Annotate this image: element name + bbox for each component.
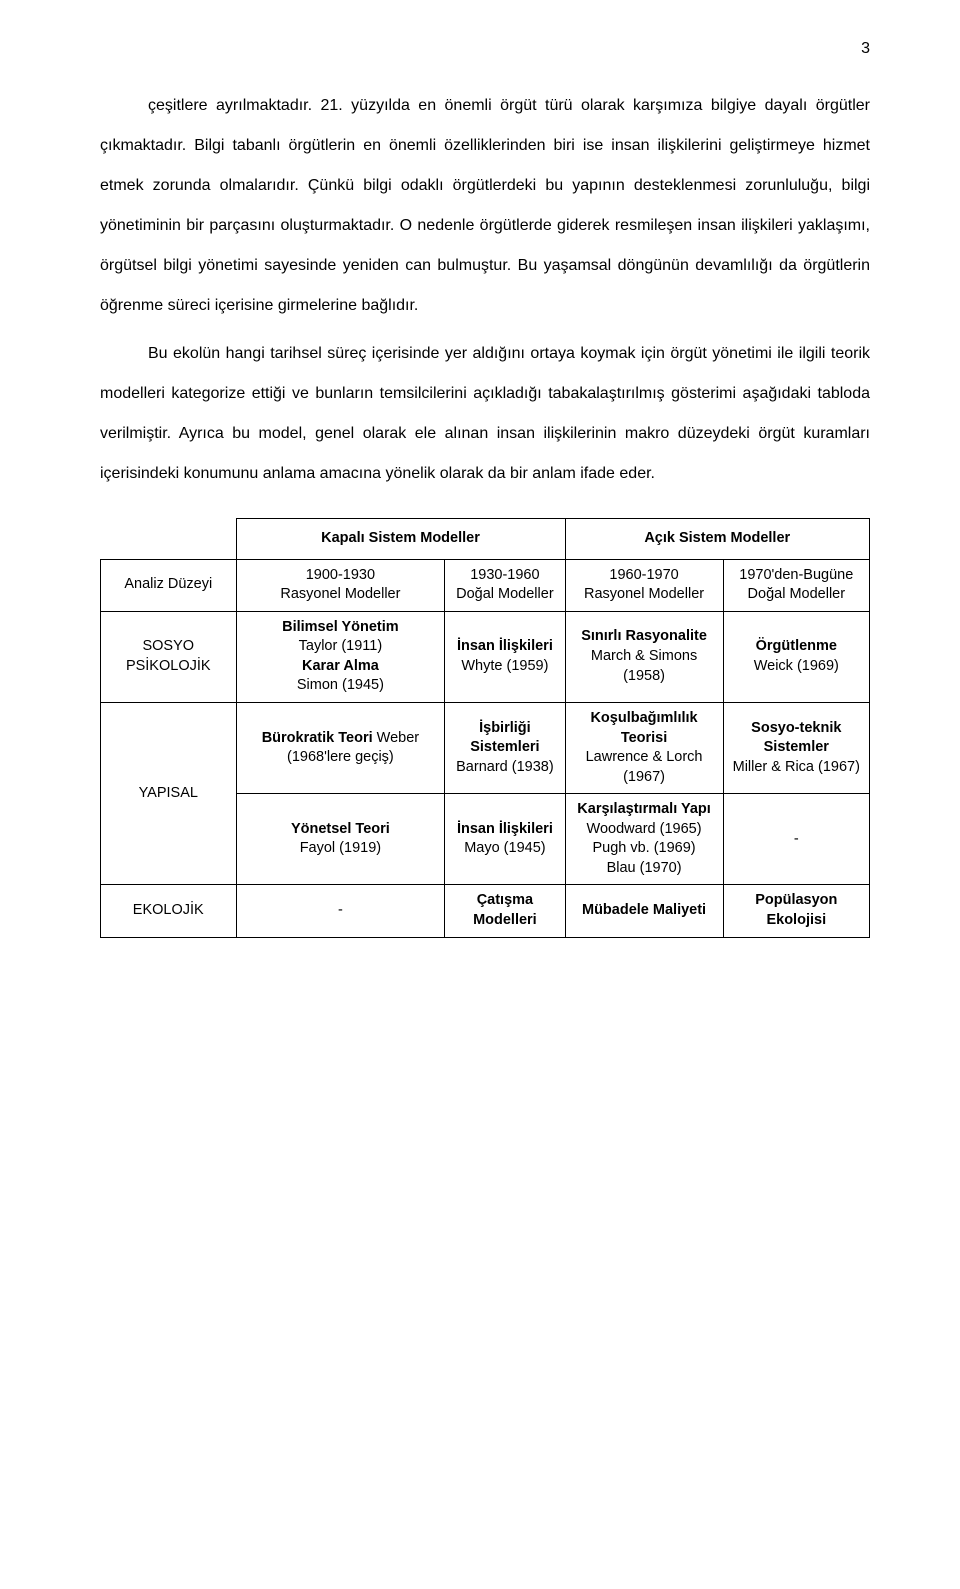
cell-sosyo-c4: Örgütlenme Weick (1969): [723, 611, 869, 702]
page-number: 3: [100, 40, 870, 58]
table-row: EKOLOJİK - Çatışma Modelleri Mübadele Ma…: [101, 885, 870, 937]
cell-text: Sosyo-teknik Sistemler: [751, 720, 841, 756]
models-table: Kapalı Sistem Modeller Açık Sistem Model…: [100, 518, 870, 938]
cell-yapisal-r1-c3: Koşulbağımlılık Teorisi Lawrence & Lorch…: [565, 702, 723, 793]
col-header-2: 1930-1960 Doğal Modeller: [445, 559, 565, 611]
cell-text: Bilimsel Yönetim: [282, 619, 399, 635]
cell-yapisal-r1-c1: Bürokratik Teori Weber (1968'lere geçiş): [236, 702, 445, 793]
cell-yapisal-r2-c1: Yönetsel Teori Fayol (1919): [236, 794, 445, 885]
table-row: YAPISAL Bürokratik Teori Weber (1968'ler…: [101, 702, 870, 793]
group-header-open: Açık Sistem Modeller: [565, 519, 870, 560]
cell-text: Simon (1945): [297, 677, 384, 693]
row-ekolojik-label: EKOLOJİK: [101, 885, 237, 937]
row-sosyo-label: SOSYO PSİKOLOJİK: [101, 611, 237, 702]
cell-ekolojik-c2: Çatışma Modelleri: [445, 885, 565, 937]
col1-period: 1900-1930: [306, 567, 375, 583]
paragraph-1: çeşitlere ayrılmaktadır. 21. yüzyılda en…: [100, 86, 870, 326]
table-row: SOSYO PSİKOLOJİK Bilimsel Yönetim Taylor…: [101, 611, 870, 702]
cell-text: Lawrence & Lorch (1967): [586, 749, 703, 785]
table-column-header-row: Analiz Düzeyi 1900-1930 Rasyonel Modelle…: [101, 559, 870, 611]
group-header-closed: Kapalı Sistem Modeller: [236, 519, 565, 560]
cell-text: Yönetsel Teori: [291, 821, 390, 837]
cell-text: İnsan İlişkileri: [457, 821, 553, 837]
cell-ekolojik-c4: Popülasyon Ekolojisi: [723, 885, 869, 937]
cell-sosyo-c3: Sınırlı Rasyonalite March & Simons (1958…: [565, 611, 723, 702]
cell-sosyo-c1: Bilimsel Yönetim Taylor (1911) Karar Alm…: [236, 611, 445, 702]
table-group-header-row: Kapalı Sistem Modeller Açık Sistem Model…: [101, 519, 870, 560]
col-header-1: 1900-1930 Rasyonel Modeller: [236, 559, 445, 611]
col4-label: Doğal Modeller: [748, 586, 846, 602]
cell-text: Pugh vb. (1969): [592, 840, 695, 856]
cell-text: Woodward (1965): [587, 821, 702, 837]
col-header-4: 1970'den-Bugüne Doğal Modeller: [723, 559, 869, 611]
cell-yapisal-r2-c3: Karşılaştırmalı Yapı Woodward (1965) Pug…: [565, 794, 723, 885]
paragraph-2: Bu ekolün hangi tarihsel süreç içerisind…: [100, 334, 870, 494]
cell-text: Karşılaştırmalı Yapı: [577, 801, 711, 817]
cell-sosyo-c2: İnsan İlişkileri Whyte (1959): [445, 611, 565, 702]
cell-yapisal-r1-c2: İşbirliği Sistemleri Barnard (1938): [445, 702, 565, 793]
analysis-level-label: Analiz Düzeyi: [101, 559, 237, 611]
cell-text: İnsan İlişkileri: [457, 638, 553, 654]
cell-text: Karar Alma: [302, 658, 379, 674]
col4-period: 1970'den-Bugüne: [739, 567, 853, 583]
col2-label: Doğal Modeller: [456, 586, 554, 602]
document-page: 3 çeşitlere ayrılmaktadır. 21. yüzyılda …: [0, 0, 960, 968]
cell-yapisal-r2-c4: -: [723, 794, 869, 885]
cell-text: Örgütlenme: [756, 638, 837, 654]
cell-text: Weick (1969): [754, 658, 839, 674]
cell-text: Taylor (1911): [299, 638, 383, 654]
table-empty-corner: [101, 519, 237, 560]
cell-text: İşbirliği Sistemleri: [470, 720, 539, 756]
cell-text: Mayo (1945): [464, 840, 545, 856]
cell-text: Fayol (1919): [300, 840, 381, 856]
cell-text: Miller & Rica (1967): [733, 759, 860, 775]
cell-yapisal-r2-c2: İnsan İlişkileri Mayo (1945): [445, 794, 565, 885]
body-text: çeşitlere ayrılmaktadır. 21. yüzyılda en…: [100, 86, 870, 494]
col3-period: 1960-1970: [609, 567, 678, 583]
cell-text: Çatışma Modelleri: [473, 892, 537, 928]
cell-text: Barnard (1938): [456, 759, 554, 775]
col-header-3: 1960-1970 Rasyonel Modeller: [565, 559, 723, 611]
cell-text: Koşulbağımlılık Teorisi: [590, 710, 697, 746]
col3-label: Rasyonel Modeller: [584, 586, 704, 602]
cell-ekolojik-c1: -: [236, 885, 445, 937]
cell-text: Blau (1970): [607, 860, 682, 876]
cell-text: Bürokratik Teori: [262, 730, 373, 746]
cell-text: Mübadele Maliyeti: [582, 902, 706, 918]
cell-text: March & Simons (1958): [591, 648, 697, 684]
col2-period: 1930-1960: [470, 567, 539, 583]
col1-label: Rasyonel Modeller: [280, 586, 400, 602]
cell-text: Sınırlı Rasyonalite: [581, 628, 707, 644]
cell-text: Whyte (1959): [461, 658, 548, 674]
row-yapisal-label: YAPISAL: [101, 702, 237, 885]
cell-ekolojik-c3: Mübadele Maliyeti: [565, 885, 723, 937]
cell-text: Popülasyon Ekolojisi: [755, 892, 837, 928]
cell-yapisal-r1-c4: Sosyo-teknik Sistemler Miller & Rica (19…: [723, 702, 869, 793]
